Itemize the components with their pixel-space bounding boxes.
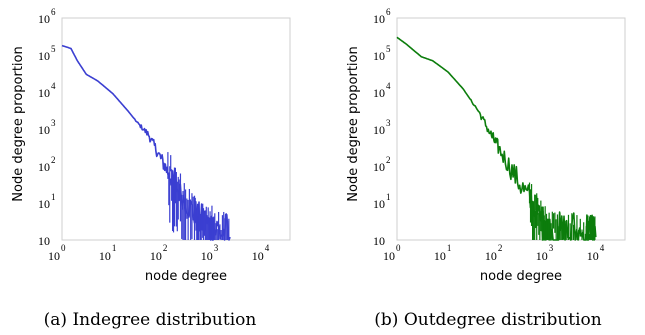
y-tick-exponent: 1 bbox=[51, 192, 56, 202]
x-tick-exponent: 1 bbox=[447, 243, 452, 253]
x-tick-exponent: 3 bbox=[214, 243, 219, 253]
y-tick-label: 10 bbox=[373, 49, 385, 63]
y-tick-exponent: 5 bbox=[386, 44, 391, 54]
y-tick-label: 10 bbox=[373, 197, 385, 211]
figure-caption: (a) Indegree distribution bbox=[44, 310, 257, 330]
x-tick-label: 10 bbox=[485, 249, 497, 263]
y-axis-label: Node degree proportion bbox=[11, 46, 26, 201]
y-tick-exponent: 6 bbox=[51, 7, 56, 17]
x-tick-label: 10 bbox=[201, 249, 213, 263]
x-tick-label: 10 bbox=[536, 249, 548, 263]
x-tick-label: 10 bbox=[48, 249, 60, 263]
y-tick-exponent: 4 bbox=[51, 81, 56, 91]
y-tick-label: 10 bbox=[38, 86, 50, 100]
x-tick-label: 10 bbox=[383, 249, 395, 263]
y-tick-label: 10 bbox=[373, 160, 385, 174]
y-tick-label: 10 bbox=[38, 123, 50, 137]
y-tick-exponent: 2 bbox=[51, 155, 56, 165]
x-tick-label: 10 bbox=[434, 249, 446, 263]
x-tick-exponent: 4 bbox=[265, 243, 270, 253]
x-tick-exponent: 0 bbox=[61, 243, 66, 253]
y-tick-label: 10 bbox=[38, 197, 50, 211]
figure-caption: (b) Outdegree distribution bbox=[374, 310, 602, 330]
series-line bbox=[61, 44, 231, 241]
y-tick-exponent: 6 bbox=[386, 7, 391, 17]
x-tick-label: 10 bbox=[252, 249, 264, 263]
y-axis-label: Node degree proportion bbox=[346, 46, 361, 201]
y-tick-label: 10 bbox=[373, 234, 385, 248]
y-tick-exponent: 2 bbox=[386, 155, 391, 165]
x-tick-exponent: 1 bbox=[112, 243, 117, 253]
y-tick-exponent: 5 bbox=[51, 44, 56, 54]
x-tick-label: 10 bbox=[587, 249, 599, 263]
y-tick-label: 10 bbox=[373, 86, 385, 100]
y-tick-label: 10 bbox=[38, 234, 50, 248]
x-axis-label: node degree bbox=[145, 269, 227, 284]
y-tick-exponent: 1 bbox=[386, 192, 391, 202]
x-tick-exponent: 4 bbox=[600, 243, 605, 253]
y-tick-label: 10 bbox=[38, 160, 50, 174]
x-tick-label: 10 bbox=[99, 249, 111, 263]
x-tick-exponent: 2 bbox=[498, 243, 503, 253]
y-tick-exponent: 3 bbox=[386, 118, 391, 128]
y-tick-exponent: 4 bbox=[386, 81, 391, 91]
x-axis-label: node degree bbox=[480, 269, 562, 284]
x-tick-exponent: 3 bbox=[549, 243, 554, 253]
plot-area bbox=[396, 17, 626, 241]
y-tick-exponent: 3 bbox=[51, 118, 56, 128]
y-tick-label: 10 bbox=[38, 12, 50, 26]
y-tick-label: 10 bbox=[373, 123, 385, 137]
y-tick-label: 10 bbox=[38, 49, 50, 63]
x-tick-label: 10 bbox=[150, 249, 162, 263]
x-tick-exponent: 2 bbox=[163, 243, 168, 253]
x-tick-exponent: 0 bbox=[396, 243, 401, 253]
y-tick-label: 10 bbox=[373, 12, 385, 26]
